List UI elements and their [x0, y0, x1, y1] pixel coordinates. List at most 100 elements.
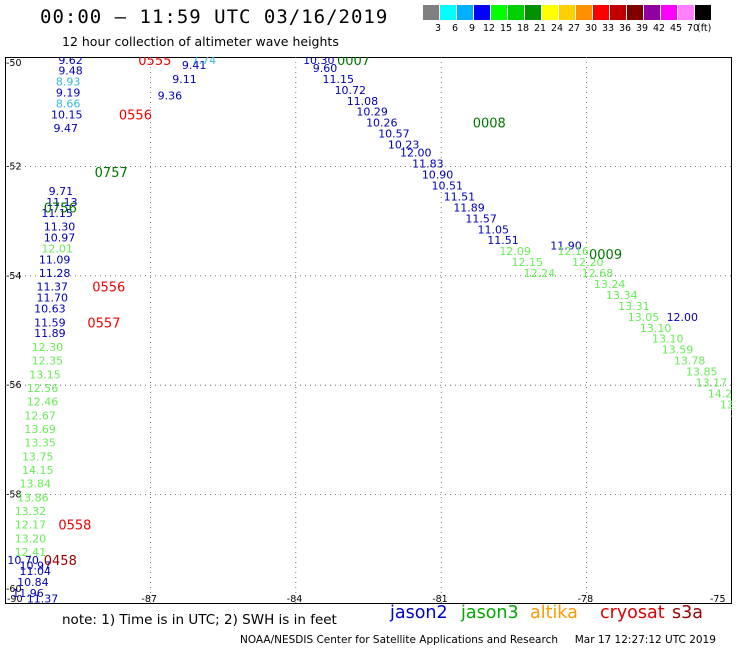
x-tick-label: -90 — [7, 594, 23, 604]
scale-swatch — [677, 5, 694, 20]
scale-label: 36 — [619, 23, 632, 34]
scale-label: 30 — [585, 23, 598, 34]
wave-height-label: 9.62 — [58, 57, 83, 67]
wave-height-label: 12.09 — [499, 245, 531, 258]
wave-height-label: 10.72 — [335, 84, 367, 97]
wave-height-label: 10.15 — [51, 108, 83, 121]
wave-height-label: 12.41 — [15, 546, 47, 559]
wave-height-label: 13.78 — [674, 355, 706, 368]
y-tick-label: -52 — [6, 161, 22, 172]
scale-label: 45 — [670, 23, 683, 34]
scale-label: 21 — [534, 23, 547, 34]
pass-time-label: 0557 — [87, 316, 120, 331]
wave-height-label: 14.27 — [708, 387, 732, 400]
wave-height-label: 10.29 — [356, 106, 388, 119]
wave-height-label: 11.15 — [41, 207, 73, 220]
scale-swatch — [592, 5, 609, 20]
scale-swatch — [456, 5, 473, 20]
wave-height-label: 11.59 — [34, 316, 66, 329]
satellite-altika: altika — [530, 603, 578, 623]
y-tick-label: -56 — [6, 380, 22, 391]
pass-time-label: 0007 — [337, 57, 370, 69]
wave-height-label: 10.84 — [17, 576, 49, 589]
scale-swatch — [541, 5, 558, 20]
wave-height-label: 11.96 — [12, 587, 44, 600]
scale-label: 70 — [687, 23, 700, 34]
wave-height-label: 11.30 — [44, 221, 75, 234]
wave-height-label: 12.24 — [524, 267, 556, 280]
scale-label: 15 — [500, 23, 513, 34]
credit-timestamp: Mar 17 12:27:12 UTC 2019 — [574, 634, 716, 646]
wave-height-label: 11.37 — [27, 593, 58, 604]
wave-height-label: 13.84 — [20, 478, 52, 491]
wave-height-label: 9.36 — [158, 89, 183, 102]
scale-label: 24 — [551, 23, 564, 34]
wave-height-label: 14.15 — [22, 464, 54, 477]
wave-height-label: 12.01 — [41, 242, 73, 255]
wave-height-label: 11.37 — [37, 281, 69, 294]
pass-time-label: 0757 — [95, 166, 128, 181]
scale-label: 33 — [602, 23, 615, 34]
wave-height-label: 10.97 — [20, 560, 52, 573]
wave-height-label: 13.85 — [686, 366, 718, 379]
wave-height-label: 10.90 — [422, 169, 454, 182]
x-tick-label: -75 — [710, 594, 726, 604]
scale-swatch — [507, 5, 524, 20]
y-tick-label: -58 — [6, 490, 22, 501]
wave-height-label: 11.28 — [39, 267, 71, 280]
wave-height-label: 13.20 — [15, 532, 47, 545]
wave-height-label: 13.10 — [640, 322, 672, 335]
wave-height-label: 12.16 — [558, 245, 590, 258]
wave-height-label: 11.13 — [46, 196, 78, 209]
scale-label: 12 — [483, 23, 496, 34]
scale-label: 27 — [568, 23, 581, 34]
wave-height-label: 9.48 — [58, 65, 83, 78]
wave-height-label: 13.24 — [594, 278, 626, 291]
scale-swatch — [422, 5, 439, 20]
scale-label: 3 — [435, 23, 442, 34]
wave-height-label: 10.26 — [366, 117, 398, 130]
wave-height-label: 13.75 — [22, 450, 54, 463]
wave-height-label: 8.93 — [56, 76, 81, 89]
wave-height-label: 7.74 — [192, 57, 217, 67]
wave-height-label: 12.30 — [32, 341, 64, 354]
pass-time-label: 0756 — [44, 201, 77, 216]
scale-swatch — [558, 5, 575, 20]
footer-note: note: 1) Time is in UTC; 2) SWH is in fe… — [62, 612, 337, 628]
x-tick-label: -81 — [432, 594, 448, 604]
wave-height-label: 11.15 — [322, 73, 354, 86]
wave-height-label: 10.70 — [7, 554, 39, 567]
wave-height-label: 13.10 — [652, 333, 684, 346]
x-tick-label: -84 — [287, 594, 303, 604]
wave-height-label: 10.57 — [378, 128, 410, 141]
wave-height-label: 11.09 — [39, 253, 71, 266]
x-tick-label: -87 — [141, 594, 157, 604]
scale-swatch — [643, 5, 660, 20]
x-tick-label: -78 — [578, 594, 594, 604]
wave-height-label: 11.57 — [465, 212, 497, 225]
scale-swatch — [490, 5, 507, 20]
scale-swatch — [660, 5, 677, 20]
wave-height-label: 11.51 — [444, 190, 476, 203]
wave-height-label: 12.67 — [24, 409, 55, 422]
wave-height-label: 13.59 — [662, 344, 694, 357]
chart-subtitle: 12 hour collection of altimeter wave hei… — [62, 34, 339, 49]
scale-swatch — [626, 5, 643, 20]
wave-height-label: 12.17 — [15, 519, 47, 532]
chart-title: 00:00 — 11:59 UTC 03/16/2019 — [40, 6, 389, 28]
satellite-jason2: jason2 — [390, 603, 448, 623]
pass-time-label: 0555 — [138, 57, 171, 69]
wave-height-label: 12.00 — [667, 311, 699, 324]
plot-svg: -90 -87 -84 -81 -78 -75 -50 -52 -54 -56 -58 -60 9.62… — [5, 54, 740, 622]
wave-height-label: 12.15 — [511, 256, 543, 269]
wave-height-label: 13.05 — [628, 311, 660, 324]
scale-swatch — [524, 5, 541, 20]
wave-height-label: 14.01 — [730, 407, 732, 420]
wave-height-label: 13.34 — [606, 289, 638, 302]
wave-height-label: 12.46 — [27, 396, 58, 409]
wave-height-label: 13.32 — [15, 505, 47, 518]
pass-time-label: 0556 — [92, 281, 125, 296]
wave-height-label: 13.31 — [618, 300, 650, 313]
scale-swatch — [473, 5, 490, 20]
wave-height-label: 11.89 — [453, 201, 485, 214]
